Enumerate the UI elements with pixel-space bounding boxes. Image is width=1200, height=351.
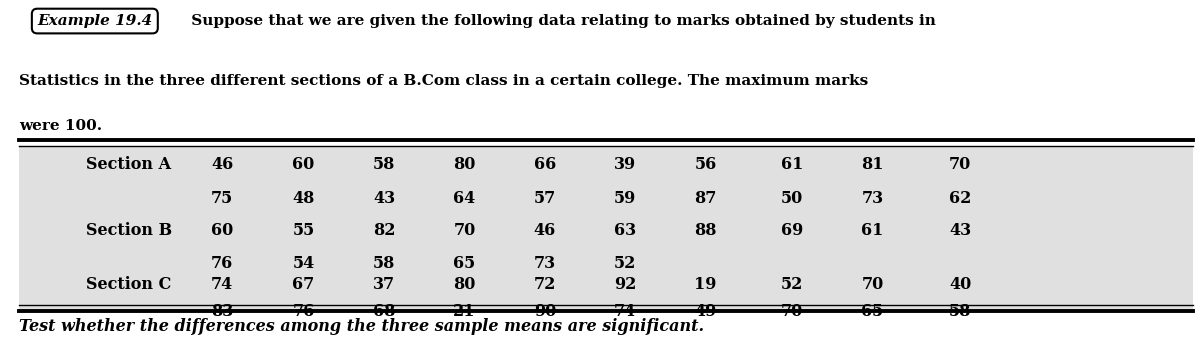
Text: Suppose that we are given the following data relating to marks obtained by stude: Suppose that we are given the following … xyxy=(186,14,936,28)
Text: 70: 70 xyxy=(862,276,883,292)
Text: 76: 76 xyxy=(211,255,233,272)
Text: 60: 60 xyxy=(293,156,314,173)
Text: 37: 37 xyxy=(373,276,395,292)
Text: 70: 70 xyxy=(454,222,475,239)
Text: Example 19.4: Example 19.4 xyxy=(37,14,152,28)
Text: 87: 87 xyxy=(695,190,716,206)
Text: 82: 82 xyxy=(373,222,395,239)
Text: 80: 80 xyxy=(454,156,475,173)
Text: 76: 76 xyxy=(293,303,314,319)
Text: 49: 49 xyxy=(695,303,716,319)
Text: 81: 81 xyxy=(862,156,883,173)
Text: 54: 54 xyxy=(293,255,314,272)
Text: 57: 57 xyxy=(534,190,556,206)
Text: 48: 48 xyxy=(293,190,314,206)
Text: 66: 66 xyxy=(534,156,556,173)
Text: 70: 70 xyxy=(949,156,971,173)
Text: 43: 43 xyxy=(949,222,971,239)
Text: 58: 58 xyxy=(949,303,971,319)
Text: 58: 58 xyxy=(373,255,395,272)
Text: 90: 90 xyxy=(534,303,556,319)
Text: 72: 72 xyxy=(534,276,556,292)
Text: 65: 65 xyxy=(862,303,883,319)
Text: 75: 75 xyxy=(211,190,233,206)
Text: 83: 83 xyxy=(211,303,233,319)
Text: 73: 73 xyxy=(862,190,883,206)
Text: Statistics in the three different sections of a B.Com class in a certain college: Statistics in the three different sectio… xyxy=(19,74,869,88)
Text: 59: 59 xyxy=(614,190,636,206)
Text: 61: 61 xyxy=(862,222,883,239)
Text: 88: 88 xyxy=(695,222,716,239)
Text: 19: 19 xyxy=(695,276,716,292)
Text: 68: 68 xyxy=(373,303,395,319)
Text: 39: 39 xyxy=(614,156,636,173)
Text: 46: 46 xyxy=(211,156,233,173)
Text: 50: 50 xyxy=(781,190,803,206)
Text: Test whether the differences among the three sample means are significant.: Test whether the differences among the t… xyxy=(19,318,704,335)
Text: were 100.: were 100. xyxy=(19,119,102,133)
Text: Section C: Section C xyxy=(86,276,172,292)
Text: 80: 80 xyxy=(454,276,475,292)
Text: 58: 58 xyxy=(373,156,395,173)
Text: Section A: Section A xyxy=(86,156,172,173)
Text: 73: 73 xyxy=(534,255,556,272)
Text: 56: 56 xyxy=(695,156,716,173)
Text: 74: 74 xyxy=(211,276,233,292)
Text: 46: 46 xyxy=(534,222,556,239)
Text: 67: 67 xyxy=(293,276,314,292)
Text: 61: 61 xyxy=(781,156,803,173)
Text: 62: 62 xyxy=(949,190,971,206)
Text: 63: 63 xyxy=(614,222,636,239)
Text: 65: 65 xyxy=(454,255,475,272)
Text: 64: 64 xyxy=(454,190,475,206)
Text: 92: 92 xyxy=(614,276,636,292)
Text: 69: 69 xyxy=(781,222,803,239)
Text: 60: 60 xyxy=(211,222,233,239)
Text: 74: 74 xyxy=(614,303,636,319)
Text: 43: 43 xyxy=(373,190,395,206)
Text: 52: 52 xyxy=(614,255,636,272)
Text: 21: 21 xyxy=(454,303,475,319)
Text: 40: 40 xyxy=(949,276,971,292)
Text: 52: 52 xyxy=(781,276,803,292)
Text: 55: 55 xyxy=(293,222,314,239)
FancyBboxPatch shape xyxy=(19,146,1193,311)
Text: Section B: Section B xyxy=(86,222,173,239)
Text: 70: 70 xyxy=(781,303,803,319)
